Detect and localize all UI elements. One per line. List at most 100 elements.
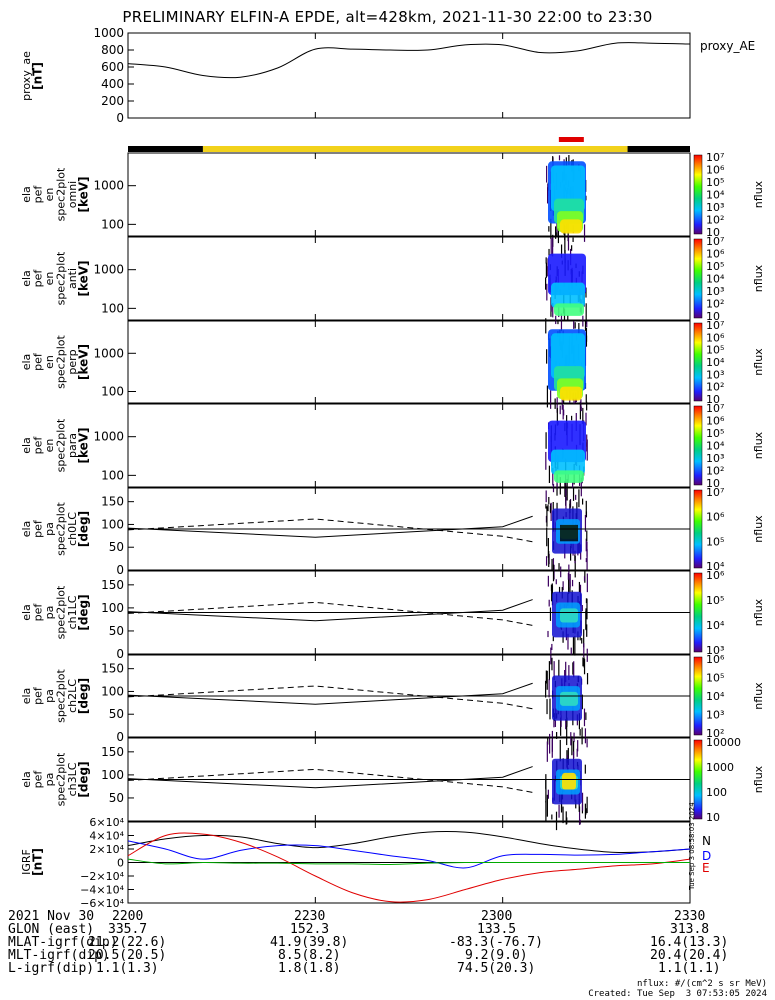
colorbar: [693, 489, 703, 569]
footer-row-value: 2230: [294, 909, 326, 924]
spectrogram-cell: [554, 470, 584, 483]
spectrogram-cell: [559, 405, 561, 415]
colorbar-tick-label: 10⁶: [706, 164, 725, 177]
spectrogram-cell: [565, 661, 567, 683]
spectrogram-cell: [578, 713, 580, 730]
igrf-series-line: [127, 831, 691, 854]
spectrogram-cell: [585, 712, 587, 720]
spectrogram-cell: [560, 313, 563, 332]
spectrogram-cell: [552, 156, 554, 162]
spectrogram-cell: [566, 725, 568, 746]
spectrogram-cell: [550, 390, 552, 409]
spectrogram-cell: [580, 477, 582, 497]
colorbar-tick-label: 10⁴: [706, 273, 725, 286]
spectrogram-cell: [560, 608, 578, 623]
spectrogram-cell: [573, 741, 575, 759]
spectrogram-cell: [572, 662, 574, 675]
colorbar-tick-label: 10: [706, 393, 720, 406]
spectrogram-cell: [546, 794, 548, 817]
spectrogram-cell: [580, 406, 582, 412]
colorbar-tick-label: 10⁷: [706, 235, 724, 248]
spectrogram-cell: [585, 287, 587, 298]
spectrogram-cell: [585, 610, 587, 630]
spectrogram-cell: [551, 449, 585, 475]
colorbar-tick-label: 10: [706, 477, 720, 490]
footer-row-value: 2200: [112, 909, 144, 924]
spectrogram-cell: [551, 588, 553, 602]
colorbar: [693, 656, 703, 736]
proxy-ae-frame: [127, 32, 691, 119]
spectrogram-ylabel: pef: [32, 603, 45, 622]
spectrogram-cell: [573, 661, 575, 678]
spectrogram-cell: [547, 258, 549, 272]
spectrogram-frame: [127, 403, 691, 488]
colorbar-tick-label: 10000: [706, 736, 741, 749]
colorbar-tick-label: 10⁵: [706, 535, 724, 548]
spectrogram-cell: [572, 481, 574, 488]
footer-row-value: 152.3: [290, 922, 330, 937]
spectrogram-cell: [560, 219, 582, 234]
spectrogram-cell: [580, 399, 582, 411]
spectrogram-cell: [545, 451, 547, 470]
y-tick-label: 100: [101, 768, 124, 782]
spectrogram-ylabel: spec2plot: [55, 418, 68, 472]
spectrogram-ylabel: pef: [32, 352, 45, 371]
igrf-legend: E: [702, 861, 710, 875]
spectrogram-cell: [586, 401, 588, 411]
colorbar-tick-label: 10⁵: [706, 427, 724, 440]
spectrogram-ylabel: ela: [20, 270, 33, 287]
spectrogram-cell: [574, 322, 576, 329]
spectrogram-cell: [545, 800, 547, 822]
spectrogram-cell: [570, 738, 572, 746]
spectrogram-cell: [551, 643, 553, 651]
spectrogram-ylabel: pa: [43, 689, 56, 703]
colorbar: [693, 238, 703, 319]
spectrogram-cell: [545, 503, 547, 509]
spectrogram-cell: [546, 349, 548, 364]
spectrogram-ylabel: pef: [32, 519, 45, 538]
y-tick-label: 2×10⁴: [89, 843, 124, 856]
spectrogram-cell: [578, 799, 580, 812]
y-tick-label: 1000: [93, 263, 124, 277]
spectrogram-cell: [579, 401, 582, 420]
colorbar-tick-label: 10⁶: [706, 653, 725, 666]
spectrogram-cell: [547, 538, 549, 558]
y-tick-label: 50: [109, 707, 124, 721]
spectrogram-cell: [547, 575, 549, 587]
spectrogram-cell: [550, 238, 552, 256]
spectrogram-frame: [127, 236, 691, 321]
colorbar-tick-label: 10⁶: [706, 511, 725, 524]
y-tick-label: 0: [116, 111, 124, 125]
y-tick-label: 50: [109, 540, 124, 554]
spectrogram-ylabel: [keV]: [77, 176, 91, 212]
spectrogram-cell: [549, 607, 552, 621]
spectrogram-cell: [586, 442, 588, 447]
spectrogram-ylabel: ch2LC: [66, 679, 79, 713]
spectrogram-cell: [584, 803, 587, 819]
spectrogram-cell: [551, 814, 553, 820]
spectrogram-cell: [560, 386, 582, 401]
footer-row-value: 41.9(39.8): [270, 935, 349, 950]
spectrogram-cell: [583, 629, 585, 648]
spectrogram-cell: [584, 515, 587, 532]
spectrogram-cell: [547, 738, 549, 745]
spectrogram-cell: [547, 183, 549, 197]
pitch-angle-curve-dashed: [127, 685, 533, 710]
created-timestamp: Created: Tue Sep 3 07:53:05 2024: [588, 989, 767, 999]
spectrogram-ylabel: anti: [66, 268, 79, 289]
spectrogram-cell: [567, 573, 569, 580]
y-tick-label: 50: [109, 791, 124, 805]
spectrogram-cell: [583, 708, 586, 727]
spectrogram-ylabel: pef: [32, 269, 45, 288]
y-tick-label: 400: [101, 77, 124, 91]
spectrogram-cell: [567, 747, 569, 765]
colorbar: [693, 154, 703, 235]
colorbar-label: nflux: [752, 348, 765, 376]
spectrogram-cell: [586, 573, 588, 593]
colorbar-tick-label: 10⁵: [706, 594, 724, 607]
colorbar-tick-label: 10³: [706, 709, 724, 722]
spectrogram-cell: [585, 303, 587, 325]
footer-row-label: MLT-igrf(dip): [8, 948, 110, 963]
y-tick-label: −6×10⁴: [80, 897, 124, 910]
spectrogram-ylabel: ch3LC: [66, 762, 79, 796]
